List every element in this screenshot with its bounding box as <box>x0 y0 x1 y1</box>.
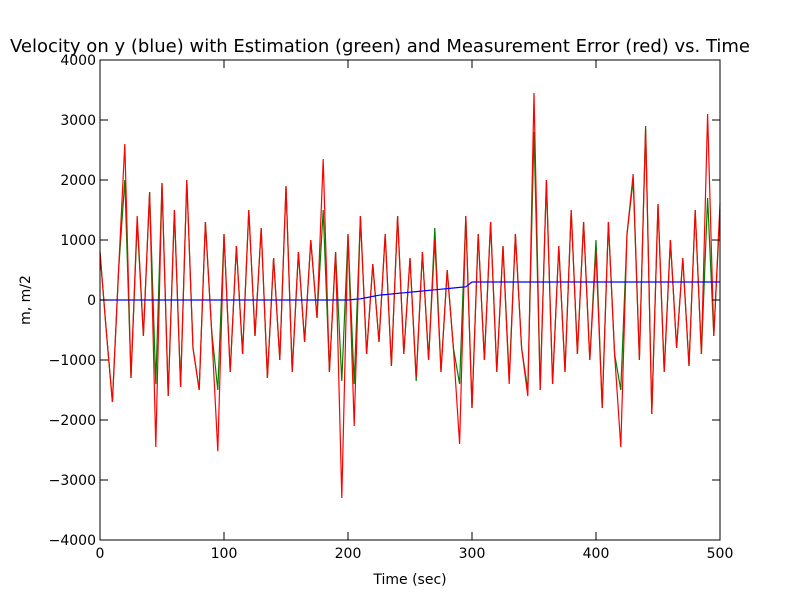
y-tick-label: 2000 <box>60 173 96 189</box>
x-tick-label: 100 <box>211 546 238 562</box>
x-tick-label: 200 <box>335 546 362 562</box>
x-axis-label: Time (sec) <box>372 572 446 588</box>
x-tick-label: 400 <box>583 546 610 562</box>
x-tick-label: 0 <box>96 546 105 562</box>
y-tick-label: −3000 <box>49 473 96 489</box>
x-tick-label: 500 <box>707 546 734 562</box>
y-tick-label: 1000 <box>60 233 96 249</box>
y-tick-label: −4000 <box>49 533 96 549</box>
data-line <box>99 92 721 499</box>
y-tick-label: 3000 <box>60 113 96 129</box>
x-tick-label: 300 <box>459 546 486 562</box>
y-tick-label: −2000 <box>49 413 96 429</box>
y-tick-label: −1000 <box>49 353 96 369</box>
y-tick-label: 4000 <box>60 53 96 69</box>
y-tick-label: 0 <box>87 293 96 309</box>
data-line <box>100 281 720 301</box>
chart-title: Velocity on y (blue) with Estimation (gr… <box>10 36 750 57</box>
y-axis-label: m, m/2 <box>18 275 34 325</box>
